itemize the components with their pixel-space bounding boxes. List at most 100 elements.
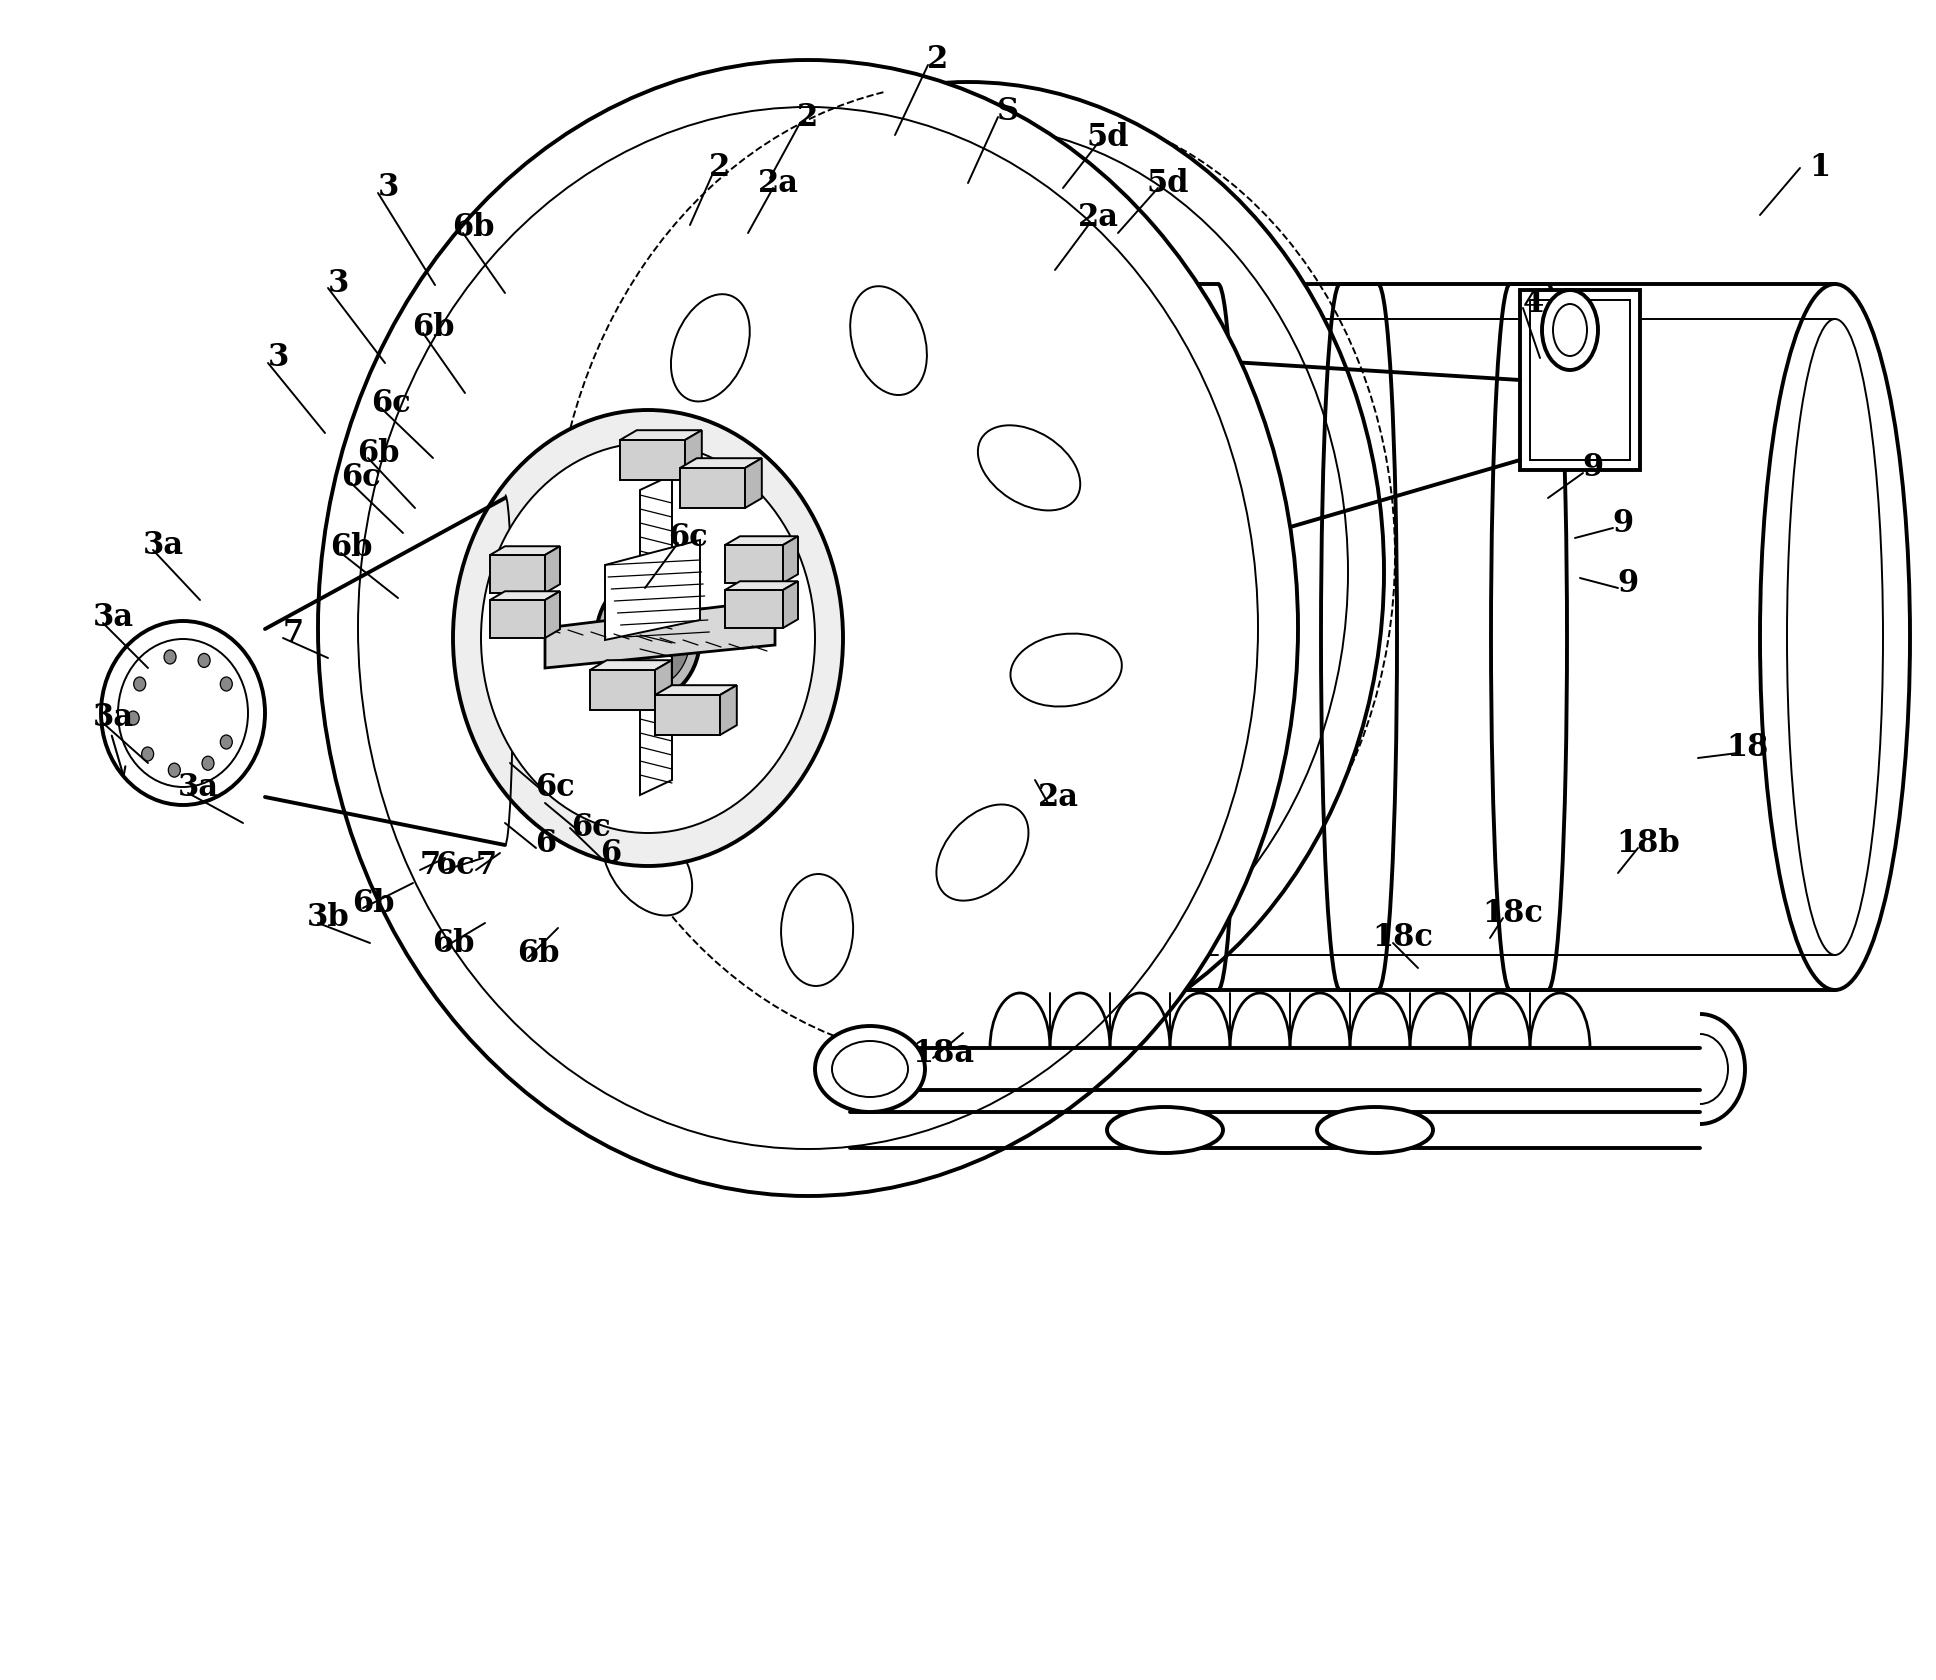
Polygon shape xyxy=(654,696,720,736)
Text: 6b: 6b xyxy=(451,212,494,244)
Polygon shape xyxy=(745,459,761,507)
Polygon shape xyxy=(546,600,774,669)
Ellipse shape xyxy=(852,768,918,858)
Polygon shape xyxy=(546,546,560,593)
Polygon shape xyxy=(490,600,546,638)
Text: 3: 3 xyxy=(267,343,288,373)
Ellipse shape xyxy=(201,756,215,769)
Polygon shape xyxy=(724,581,798,590)
Text: 5d: 5d xyxy=(1086,123,1129,153)
Ellipse shape xyxy=(197,654,211,667)
Text: 6b: 6b xyxy=(432,927,474,959)
Text: 18: 18 xyxy=(1727,732,1770,763)
Ellipse shape xyxy=(1018,286,1084,376)
Text: 3a: 3a xyxy=(93,603,134,633)
Text: 7: 7 xyxy=(476,850,496,880)
Ellipse shape xyxy=(552,82,1384,1062)
Polygon shape xyxy=(724,590,782,628)
Text: 2: 2 xyxy=(709,153,730,183)
Text: 5d: 5d xyxy=(1146,168,1189,198)
Polygon shape xyxy=(1520,291,1640,470)
Text: 6c: 6c xyxy=(571,813,612,843)
Ellipse shape xyxy=(672,294,749,402)
Text: 2a: 2a xyxy=(1038,783,1078,813)
Text: 6b: 6b xyxy=(352,887,395,919)
Text: 9: 9 xyxy=(1582,452,1603,484)
Text: 1: 1 xyxy=(1810,153,1831,183)
Text: 3: 3 xyxy=(327,267,348,299)
Ellipse shape xyxy=(718,442,807,507)
Text: 18c: 18c xyxy=(1483,897,1543,929)
Text: 3a: 3a xyxy=(143,529,184,561)
Polygon shape xyxy=(680,459,761,469)
Ellipse shape xyxy=(842,1048,898,1090)
Ellipse shape xyxy=(602,816,693,916)
Text: 6: 6 xyxy=(600,838,621,869)
Text: 2: 2 xyxy=(798,102,819,133)
Ellipse shape xyxy=(525,445,629,528)
Polygon shape xyxy=(490,546,560,554)
Polygon shape xyxy=(724,544,782,583)
Ellipse shape xyxy=(134,677,145,690)
Ellipse shape xyxy=(937,805,1028,900)
Ellipse shape xyxy=(498,654,608,727)
Polygon shape xyxy=(680,469,745,507)
Text: 6b: 6b xyxy=(356,437,399,469)
Polygon shape xyxy=(782,581,798,628)
Text: 18a: 18a xyxy=(912,1038,974,1068)
Ellipse shape xyxy=(1107,1107,1224,1152)
Text: 18b: 18b xyxy=(1617,828,1680,858)
Text: 6c: 6c xyxy=(668,522,709,553)
Text: S: S xyxy=(997,96,1018,128)
Ellipse shape xyxy=(1553,304,1588,356)
Ellipse shape xyxy=(978,425,1080,511)
Text: 9: 9 xyxy=(1617,568,1638,598)
Text: 7: 7 xyxy=(420,850,441,880)
Text: 9: 9 xyxy=(1613,507,1634,539)
Ellipse shape xyxy=(596,576,701,701)
Ellipse shape xyxy=(606,588,689,689)
Polygon shape xyxy=(654,685,738,696)
Text: 6c: 6c xyxy=(372,388,410,418)
Text: 3b: 3b xyxy=(306,902,348,934)
Text: 2a: 2a xyxy=(1078,203,1119,234)
Text: 7: 7 xyxy=(283,618,304,648)
Text: 3a: 3a xyxy=(93,702,134,734)
Ellipse shape xyxy=(141,748,153,761)
Polygon shape xyxy=(590,670,654,711)
Ellipse shape xyxy=(815,1026,925,1112)
Ellipse shape xyxy=(720,640,809,707)
Text: 6c: 6c xyxy=(436,850,474,880)
Polygon shape xyxy=(724,536,798,544)
Ellipse shape xyxy=(848,287,916,378)
Ellipse shape xyxy=(1760,284,1911,990)
Polygon shape xyxy=(685,430,703,480)
Polygon shape xyxy=(490,554,546,593)
Polygon shape xyxy=(654,660,672,711)
Text: 2a: 2a xyxy=(757,168,798,198)
Text: 6b: 6b xyxy=(412,312,455,343)
Ellipse shape xyxy=(128,711,139,726)
Ellipse shape xyxy=(101,622,265,805)
Text: 6c: 6c xyxy=(341,462,381,494)
Ellipse shape xyxy=(453,410,842,865)
Text: 2: 2 xyxy=(927,44,949,76)
Ellipse shape xyxy=(168,763,180,778)
Polygon shape xyxy=(620,430,703,440)
Text: 3a: 3a xyxy=(178,773,219,803)
Ellipse shape xyxy=(221,736,232,749)
Ellipse shape xyxy=(1020,766,1088,857)
Text: 6: 6 xyxy=(536,828,556,858)
Text: 6b: 6b xyxy=(329,533,372,563)
Ellipse shape xyxy=(1316,1107,1433,1152)
Ellipse shape xyxy=(318,60,1297,1196)
Ellipse shape xyxy=(165,650,176,664)
Ellipse shape xyxy=(1127,437,1216,504)
Polygon shape xyxy=(782,536,798,583)
Ellipse shape xyxy=(1011,633,1121,707)
Polygon shape xyxy=(720,685,738,736)
Text: 4: 4 xyxy=(1522,287,1543,319)
Ellipse shape xyxy=(480,444,815,833)
Polygon shape xyxy=(620,440,685,480)
Ellipse shape xyxy=(1541,291,1597,370)
